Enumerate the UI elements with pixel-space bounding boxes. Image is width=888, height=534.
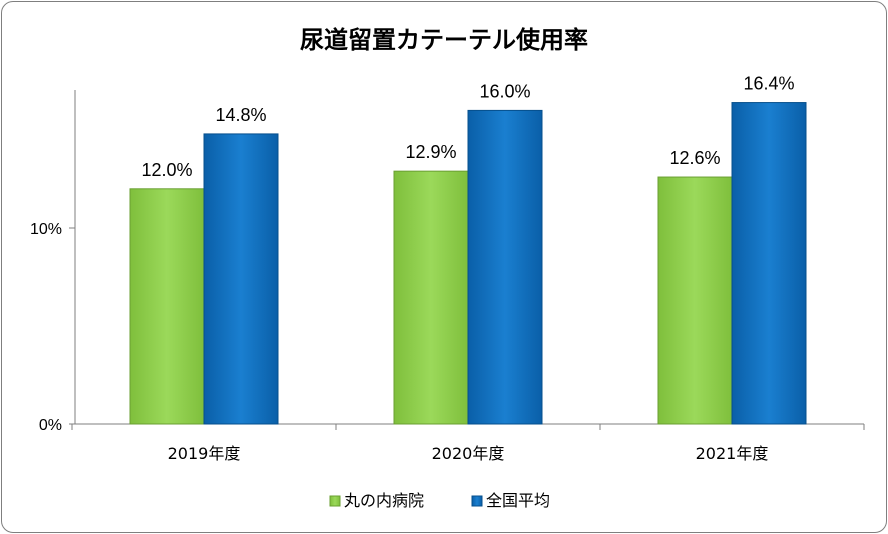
bar-hospital-2	[657, 176, 733, 425]
data-label: 16.0%	[479, 81, 530, 101]
legend-swatch	[329, 495, 341, 507]
bar-national-1	[467, 109, 543, 425]
legend-swatch	[471, 495, 483, 507]
x-category-label: 2019年度	[168, 444, 241, 463]
chart-title: 尿道留置カテーテル使用率	[300, 26, 588, 54]
bar-hospital-1	[393, 170, 469, 425]
legend: 丸の内病院 全国平均	[329, 491, 550, 510]
x-category-label: 2020年度	[432, 444, 505, 463]
data-label: 16.4%	[743, 74, 794, 94]
data-label: 12.0%	[141, 160, 192, 180]
y-tick-label: 10%	[30, 221, 62, 238]
x-category-label: 2021年度	[696, 444, 769, 463]
y-tick-label: 0%	[39, 417, 62, 434]
bar-national-0	[203, 133, 279, 425]
data-label: 12.6%	[669, 148, 720, 168]
data-label: 12.9%	[405, 142, 456, 162]
legend-label: 全国平均	[486, 491, 550, 510]
data-label: 14.8%	[215, 105, 266, 125]
bar-hospital-0	[129, 188, 205, 425]
plot-area: 0% 10% 12.0% 14.8% 2019年度 12.9% 16.0% 2020年度 12.…	[30, 74, 865, 463]
legend-label: 丸の内病院	[344, 491, 424, 510]
bar-national-2	[731, 102, 807, 425]
